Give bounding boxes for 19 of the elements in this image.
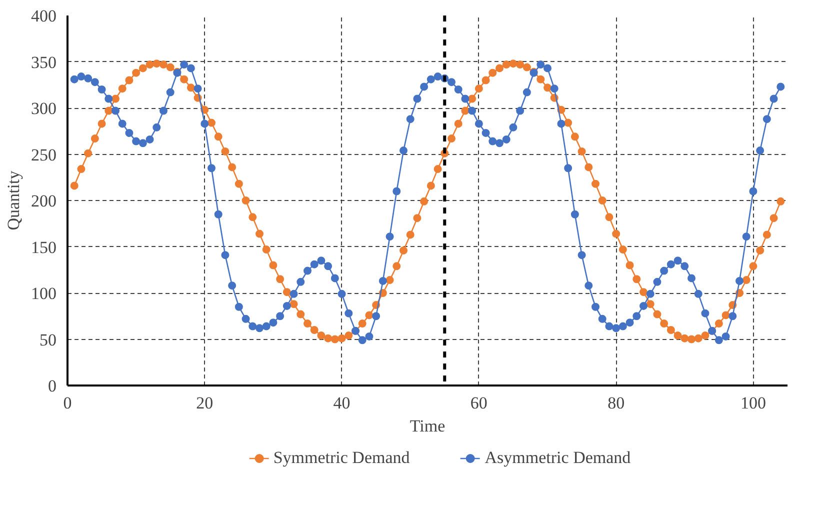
- x-tick-label: 80: [608, 394, 625, 412]
- x-tick-label: 40: [333, 394, 350, 412]
- y-tick-label: 400: [31, 6, 56, 26]
- legend-label: Asymmetric Demand: [484, 448, 631, 468]
- y-tick-label: 50: [40, 330, 56, 350]
- legend-label: Symmetric Demand: [273, 448, 410, 468]
- x-axis-title: Time: [410, 416, 446, 436]
- y-axis-title: Quantity: [4, 170, 23, 230]
- x-tick-label: 100: [740, 394, 766, 412]
- y-tick-label: 300: [31, 99, 56, 118]
- y-tick-label: 100: [31, 284, 56, 303]
- y-tick-label: 350: [31, 52, 56, 72]
- x-tick-label: 60: [470, 394, 488, 412]
- y-tick-label: 200: [31, 192, 56, 210]
- x-tick-label: 20: [196, 394, 214, 412]
- y-tick-label: 150: [31, 238, 56, 257]
- y-tick-label: 0: [48, 376, 56, 396]
- x-tick-label: 0: [63, 394, 72, 412]
- y-tick-label: 250: [31, 145, 56, 164]
